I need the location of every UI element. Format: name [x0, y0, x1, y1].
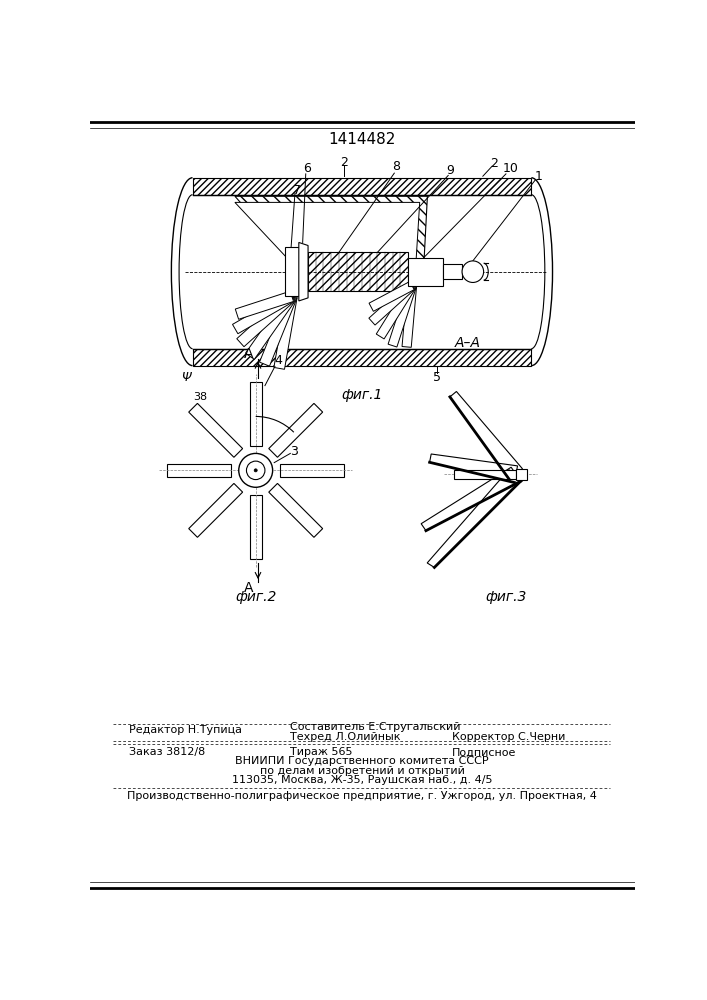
Text: фиг.3: фиг.3 — [485, 590, 527, 604]
Text: Заказ 3812/8: Заказ 3812/8 — [129, 747, 205, 757]
Bar — [455, 470, 516, 479]
Polygon shape — [269, 403, 322, 457]
Polygon shape — [281, 464, 344, 477]
Bar — [192, 178, 532, 195]
Text: ВНИИПИ Государственного комитета СССР: ВНИИПИ Государственного комитета СССР — [235, 756, 489, 766]
Text: Корректор С.Черни: Корректор С.Черни — [452, 732, 566, 742]
Polygon shape — [167, 464, 231, 477]
Polygon shape — [376, 283, 416, 339]
Polygon shape — [402, 285, 416, 347]
Text: Тираж 565: Тираж 565 — [291, 747, 353, 757]
Polygon shape — [427, 470, 523, 567]
Circle shape — [462, 261, 484, 282]
Circle shape — [239, 453, 273, 487]
Text: 7: 7 — [293, 184, 300, 197]
Polygon shape — [259, 294, 297, 366]
Bar — [516, 469, 527, 480]
Polygon shape — [235, 202, 420, 264]
Polygon shape — [250, 495, 262, 559]
Text: 2: 2 — [491, 157, 498, 170]
Text: фиг.1: фиг.1 — [341, 388, 382, 402]
Circle shape — [254, 469, 257, 472]
Polygon shape — [235, 291, 293, 319]
Text: Составитель Е.Стругальский: Составитель Е.Стругальский — [291, 722, 461, 732]
Text: 113035, Москва, Ж-35, Раушская наб., д. 4/5: 113035, Москва, Ж-35, Раушская наб., д. … — [232, 775, 492, 785]
Polygon shape — [285, 247, 299, 296]
Polygon shape — [233, 292, 295, 334]
Text: Подписное: Подписное — [452, 747, 516, 757]
Text: Ψ: Ψ — [182, 371, 192, 384]
Text: А: А — [244, 347, 254, 361]
Text: Техред Л.Олийнык: Техред Л.Олийнык — [291, 732, 401, 742]
Text: А: А — [244, 581, 254, 595]
Text: 6: 6 — [303, 162, 311, 175]
Text: 2: 2 — [340, 156, 348, 169]
Polygon shape — [430, 454, 518, 483]
Polygon shape — [250, 382, 262, 446]
Bar — [443, 264, 462, 279]
Text: Производственно-полиграфическое предприятие, г. Ужгород, ул. Проектная, 4: Производственно-полиграфическое предприя… — [127, 791, 597, 801]
Text: фиг.2: фиг.2 — [235, 590, 276, 604]
Polygon shape — [369, 282, 415, 325]
Polygon shape — [269, 483, 322, 537]
Bar — [192, 195, 532, 349]
Circle shape — [247, 461, 265, 480]
Text: 9: 9 — [447, 164, 455, 177]
Polygon shape — [237, 292, 296, 347]
Polygon shape — [388, 284, 416, 347]
Text: 8: 8 — [392, 160, 401, 173]
Text: 3: 3 — [291, 445, 298, 458]
Polygon shape — [421, 467, 521, 531]
Polygon shape — [235, 196, 428, 270]
Text: 1414482: 1414482 — [328, 132, 396, 147]
Bar — [308, 252, 408, 291]
Text: А–А: А–А — [455, 336, 481, 350]
Text: 4: 4 — [275, 354, 283, 367]
Text: 10: 10 — [503, 162, 518, 175]
Text: 1: 1 — [534, 170, 542, 183]
Text: 38: 38 — [193, 392, 207, 402]
Text: по делам изобретений и открытий: по делам изобретений и открытий — [259, 766, 464, 776]
Bar — [408, 258, 443, 286]
Polygon shape — [245, 293, 296, 359]
Bar — [192, 349, 532, 366]
Text: 5: 5 — [433, 371, 440, 384]
Text: Редактор Н.Тупица: Редактор Н.Тупица — [129, 725, 242, 735]
Polygon shape — [450, 391, 522, 480]
Polygon shape — [189, 403, 243, 457]
Polygon shape — [369, 281, 414, 311]
Polygon shape — [274, 295, 297, 369]
Polygon shape — [299, 242, 308, 301]
Polygon shape — [189, 483, 243, 537]
